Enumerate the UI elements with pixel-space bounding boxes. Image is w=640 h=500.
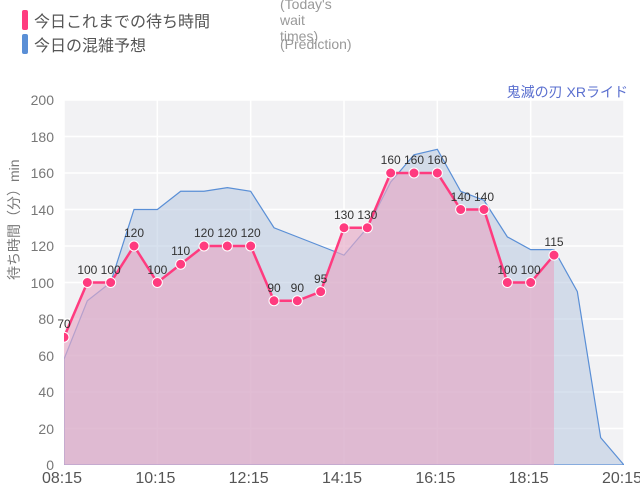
y-tick-label: 40: [14, 384, 54, 400]
chart-title-jp: 鬼滅の刃 XRライド: [507, 82, 628, 102]
legend-row-actual: 今日これまでの待ち時間 (Today's wait times): [22, 8, 210, 32]
point-label: 100: [147, 263, 167, 277]
point-label: 120: [217, 226, 237, 240]
point-label: 120: [241, 226, 261, 240]
point-label: 100: [101, 263, 121, 277]
point-label: 100: [521, 263, 541, 277]
y-tick-label: 100: [14, 275, 54, 291]
point-label: 90: [291, 281, 304, 295]
point-label: 160: [427, 153, 447, 167]
legend-label-pred-jp: 今日の混雑予想: [34, 32, 146, 56]
point-label: 100: [497, 263, 517, 277]
y-tick-label: 160: [14, 165, 54, 181]
point-label: 130: [357, 208, 377, 222]
legend-label-actual-jp: 今日これまでの待ち時間: [34, 8, 210, 32]
point-label: 115: [544, 235, 563, 249]
point-label: 100: [77, 263, 97, 277]
legend-swatch-actual: [22, 10, 28, 30]
y-tick-label: 180: [14, 129, 54, 145]
y-tick-label: 80: [14, 311, 54, 327]
x-tick-label: 08:15: [42, 470, 82, 488]
y-tick-label: 60: [14, 348, 54, 364]
point-label: 95: [314, 272, 327, 286]
point-label: 130: [334, 208, 354, 222]
y-tick-label: 200: [14, 92, 54, 108]
legend: 今日これまでの待ち時間 (Today's wait times) 今日の混雑予想…: [22, 8, 210, 56]
point-label: 120: [194, 226, 214, 240]
point-label: 70: [57, 317, 70, 331]
y-tick-label: 20: [14, 421, 54, 437]
point-label: 110: [171, 244, 190, 258]
y-tick-label: 140: [14, 202, 54, 218]
legend-swatch-pred: [22, 34, 28, 54]
x-tick-label: 10:15: [135, 470, 175, 488]
y-tick-label: 120: [14, 238, 54, 254]
point-label: 140: [474, 190, 494, 204]
legend-label-pred-en: (Prediction): [280, 36, 352, 52]
chart-plot: [64, 100, 624, 465]
x-tick-label: 16:15: [415, 470, 455, 488]
x-tick-label: 14:15: [322, 470, 362, 488]
point-label: 120: [124, 226, 144, 240]
legend-row-pred: 今日の混雑予想 (Prediction): [22, 32, 210, 56]
point-label: 90: [267, 281, 280, 295]
x-tick-label: 20:15: [602, 470, 640, 488]
x-tick-label: 12:15: [229, 470, 269, 488]
point-label: 140: [451, 190, 471, 204]
x-tick-label: 18:15: [509, 470, 549, 488]
point-label: 160: [404, 153, 424, 167]
point-label: 160: [381, 153, 401, 167]
